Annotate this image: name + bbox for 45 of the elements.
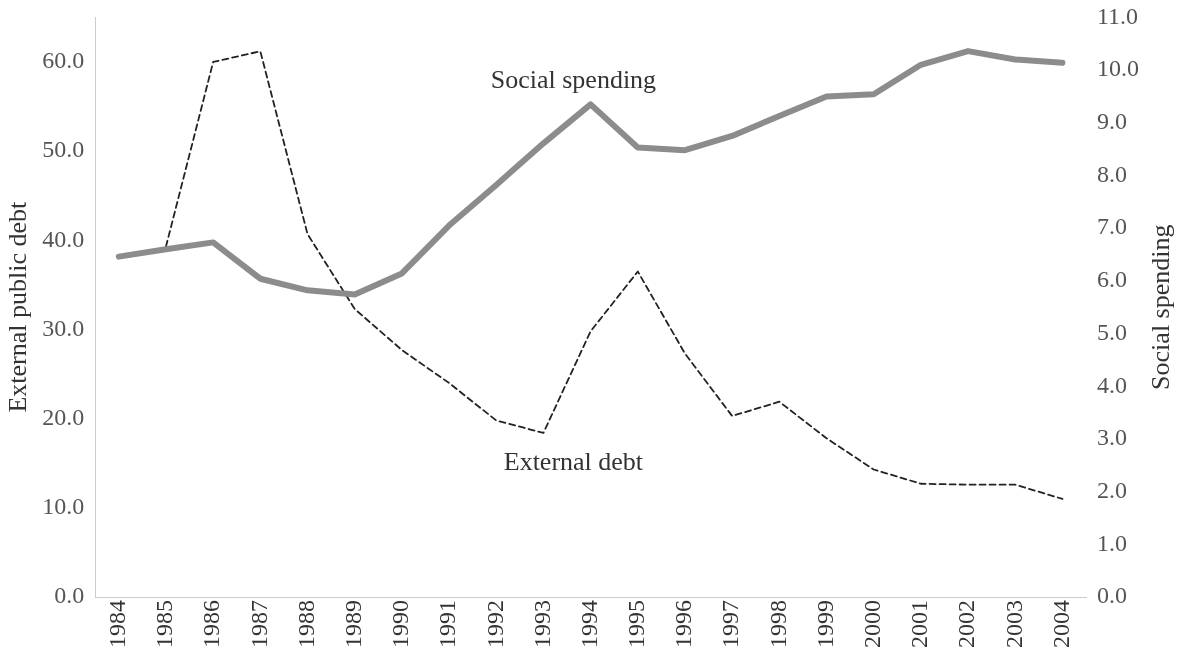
x-tick-label: 2001 [906, 600, 933, 648]
x-tick-label: 2000 [858, 600, 885, 648]
y-tick-label: 10.0 [42, 493, 85, 520]
x-tick-label: 1992 [481, 600, 508, 648]
x-tick-label: 1984 [104, 600, 131, 648]
y2-tick-label: 7.0 [1097, 213, 1127, 240]
x-tick-label: 1991 [434, 600, 461, 648]
y2-tick-label: 4.0 [1097, 371, 1127, 398]
y-tick-label: 60.0 [42, 47, 85, 74]
x-tick-label: 1986 [198, 600, 225, 648]
x-tick-label: 1998 [764, 600, 791, 648]
y2-tick-label: 8.0 [1097, 160, 1127, 187]
y2-tick-label: 6.0 [1097, 266, 1127, 293]
y2-tick-label: 1.0 [1097, 529, 1127, 556]
y2-tick-label: 10.0 [1097, 55, 1139, 82]
series-label: External debt [503, 446, 644, 476]
series-label: Social spending [490, 65, 657, 95]
y-axis-title: External public debt [3, 201, 33, 413]
x-tick-label: 1990 [387, 600, 414, 648]
y-tick-label: 0.0 [54, 582, 85, 609]
y-tick-label: 40.0 [42, 225, 85, 252]
x-tick-label: 1988 [292, 600, 319, 648]
x-tick-label: 1989 [339, 600, 366, 648]
x-tick-label: 2003 [1000, 600, 1027, 648]
y-tick-label: 50.0 [42, 136, 85, 163]
y2-tick-label: 3.0 [1097, 424, 1127, 451]
x-tick-label: 1987 [245, 600, 272, 648]
y2-tick-label: 11.0 [1097, 2, 1139, 29]
x-tick-label: 1995 [623, 600, 650, 648]
y2-tick-label: 5.0 [1097, 318, 1127, 345]
y-tick-label: 30.0 [42, 314, 85, 341]
x-tick-label: 1999 [811, 600, 838, 648]
y-tick-label: 20.0 [42, 403, 85, 430]
y2-tick-label: 9.0 [1097, 108, 1127, 135]
y2-tick-label: 0.0 [1097, 582, 1127, 609]
x-tick-label: 1994 [575, 600, 602, 648]
x-tick-label: 1985 [151, 600, 178, 648]
x-tick-label: 1996 [670, 600, 697, 648]
y2-axis-title: Social spending [1145, 224, 1175, 390]
x-tick-label: 1993 [528, 600, 555, 648]
line-series [165, 50, 1064, 500]
y2-tick-label: 2.0 [1097, 476, 1127, 503]
x-tick-label: 1997 [717, 600, 744, 648]
x-tick-label: 2004 [1047, 600, 1074, 648]
x-tick-label: 2002 [953, 600, 980, 648]
